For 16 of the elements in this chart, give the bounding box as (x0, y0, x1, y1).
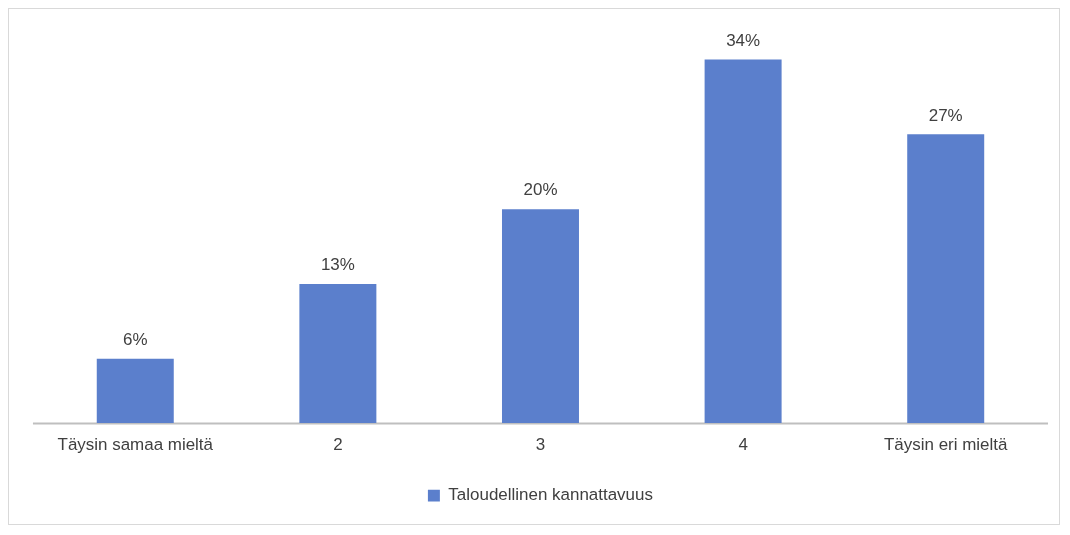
bar (907, 134, 985, 423)
data-label: 13% (320, 255, 355, 275)
x-tick-label: 2 (333, 434, 343, 454)
bar (501, 209, 579, 423)
data-label: 34% (726, 30, 761, 50)
x-tick-label: Täysin eri mieltä (884, 434, 1008, 454)
data-label: 6% (123, 330, 148, 350)
legend-label: Taloudellinen kannattavuus (448, 485, 653, 505)
data-label: 20% (523, 180, 558, 200)
bar (299, 284, 377, 423)
bar (96, 358, 174, 423)
x-tick-label: 4 (738, 434, 748, 454)
bar (704, 59, 782, 423)
data-label: 27% (928, 105, 963, 125)
x-tick-label: Täysin samaa mieltä (57, 434, 214, 454)
x-tick-label: 3 (535, 434, 546, 454)
